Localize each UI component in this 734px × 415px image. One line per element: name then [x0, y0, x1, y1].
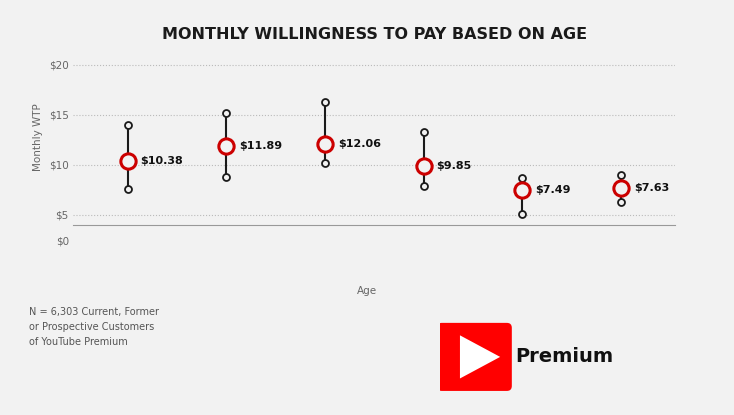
Title: MONTHLY WILLINGNESS TO PAY BASED ON AGE: MONTHLY WILLINGNESS TO PAY BASED ON AGE	[161, 27, 587, 42]
FancyBboxPatch shape	[437, 323, 512, 391]
Text: N = 6,303 Current, Former
or Prospective Customers
of YouTube Premium: N = 6,303 Current, Former or Prospective…	[29, 307, 159, 347]
Text: $7.63: $7.63	[634, 183, 669, 193]
Text: Premium: Premium	[515, 347, 613, 366]
Text: Age: Age	[357, 286, 377, 295]
Polygon shape	[460, 335, 500, 378]
Text: $7.49: $7.49	[535, 185, 570, 195]
Y-axis label: Monthly WTP: Monthly WTP	[33, 103, 43, 171]
Text: $11.89: $11.89	[239, 141, 283, 151]
Text: $10.38: $10.38	[140, 156, 184, 166]
Text: $9.85: $9.85	[437, 161, 472, 171]
Text: $12.06: $12.06	[338, 139, 381, 149]
